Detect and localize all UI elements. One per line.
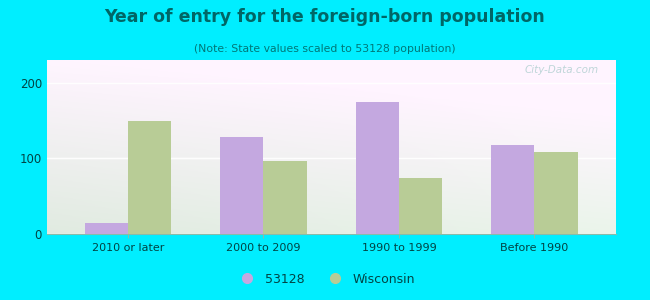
Bar [399,178,442,234]
Bar [263,160,307,234]
Text: (Note: State values scaled to 53128 population): (Note: State values scaled to 53128 popu… [194,44,456,53]
Bar [491,145,534,234]
Text: Year of entry for the foreign-born population: Year of entry for the foreign-born popul… [105,8,545,26]
Bar [356,102,399,234]
Bar [84,223,128,234]
Legend: 53128, Wisconsin: 53128, Wisconsin [229,268,421,291]
Bar [534,152,578,234]
Bar [128,121,172,234]
Bar [220,137,263,234]
Text: City-Data.com: City-Data.com [525,65,599,75]
